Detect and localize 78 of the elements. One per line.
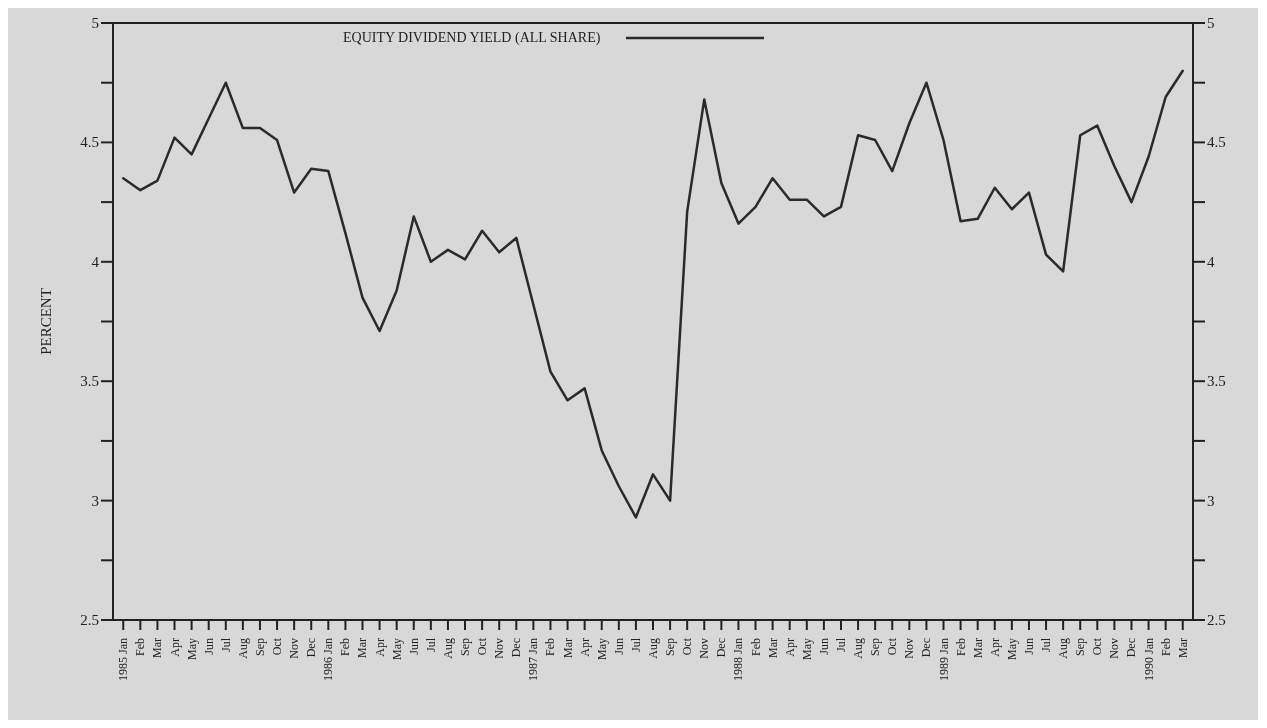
x-tick-label: Aug — [646, 638, 660, 659]
y-axis-title: PERCENT — [38, 288, 55, 355]
x-tick-label: Nov — [287, 638, 302, 659]
y2-tick-label: 4 — [1207, 253, 1215, 270]
x-tick-label: Aug — [851, 638, 866, 659]
y2-tick-label: 5 — [1207, 15, 1215, 31]
x-tick-label: Apr — [987, 638, 1002, 657]
x-tick-label: Jun — [1021, 638, 1036, 655]
x-tick-label: Oct — [475, 637, 490, 656]
x-tick-label: Mar — [970, 638, 985, 658]
x-tick-label: Oct — [270, 637, 285, 656]
x-tick-label: Jun — [406, 638, 421, 655]
x-tick-label: Feb — [543, 638, 558, 656]
x-tick-label: Dec — [919, 638, 934, 658]
x-tick-label: Jul — [628, 637, 643, 653]
x-tick-label: Mar — [150, 638, 165, 658]
x-tick-label: Nov — [492, 638, 507, 659]
x-tick-label: Jul — [1039, 637, 1054, 653]
x-tick-label: Aug — [235, 638, 250, 659]
y2-tick-label: 4.5 — [1207, 134, 1226, 151]
x-tick-label: May — [1004, 638, 1019, 660]
x-tick-label: Apr — [372, 638, 387, 657]
x-tick-label: Dec — [304, 638, 319, 658]
x-tick-label: 1990 Jan — [1141, 638, 1156, 681]
x-tick-label: Dec — [509, 638, 524, 658]
x-tick-label: Jun — [816, 638, 831, 655]
x-tick-label: Feb — [1158, 638, 1173, 656]
x-tick-label: May — [799, 638, 814, 660]
x-tick-label: May — [389, 638, 404, 660]
x-tick-label: Sep — [1073, 638, 1088, 656]
x-tick-label: Feb — [748, 638, 763, 656]
x-tick-label: Oct — [680, 637, 695, 656]
x-tick-label: Jul — [833, 637, 848, 653]
x-tick-label: Feb — [953, 638, 968, 656]
x-tick-label: Jul — [423, 637, 438, 653]
x-tick-label: Jun — [201, 638, 216, 655]
x-tick-label: Sep — [458, 638, 473, 656]
x-tick-label: Sep — [868, 638, 883, 656]
x-tick-label: 1986 Jan — [321, 638, 336, 681]
x-tick-label: Oct — [1090, 637, 1105, 656]
x-tick-label: Apr — [167, 638, 182, 657]
x-tick-label: Jun — [611, 638, 626, 655]
x-tick-label: Mar — [355, 638, 370, 658]
y-tick-label: 2.5 — [80, 612, 99, 628]
x-tick-label: Aug — [1056, 638, 1071, 659]
x-tick-label: Mar — [1175, 638, 1190, 658]
x-tick-label: 1987 Jan — [526, 638, 541, 681]
x-tick-label: Dec — [714, 638, 729, 658]
x-tick-label: 1985 Jan — [116, 638, 131, 681]
x-tick-label: Sep — [252, 638, 267, 656]
y2-tick-label: 3.5 — [1207, 373, 1226, 390]
x-tick-label: Nov — [697, 638, 712, 659]
x-tick-label: Apr — [577, 638, 592, 657]
x-tick-label: Dec — [1124, 638, 1139, 658]
y2-tick-label: 3 — [1207, 492, 1215, 509]
x-tick-label: Feb — [338, 638, 353, 656]
y-tick-label: 3.5 — [80, 373, 99, 390]
x-tick-label: Apr — [782, 638, 797, 657]
x-tick-label: Oct — [885, 637, 900, 656]
y-tick-label: 4.5 — [80, 134, 99, 151]
x-tick-label: 1988 Jan — [731, 638, 746, 681]
x-tick-label: Mar — [765, 638, 780, 658]
y-tick-label: 5 — [91, 15, 99, 31]
x-tick-label: Mar — [560, 638, 575, 658]
y2-tick-label: 2.5 — [1207, 612, 1226, 628]
x-tick-label: Nov — [902, 638, 917, 659]
y-tick-label: 4 — [91, 253, 100, 270]
x-tick-label: Jul — [218, 637, 233, 653]
x-tick-label: May — [184, 638, 199, 660]
x-tick-label: 1989 Jan — [936, 638, 951, 681]
line-series — [122, 69, 1184, 519]
y-tick-label: 3 — [91, 492, 99, 509]
x-tick-label: May — [594, 638, 609, 660]
x-tick-label: Aug — [440, 638, 455, 659]
x-tick-label: Sep — [663, 638, 678, 656]
text: EQUITY DIVIDEND YIELD (ALL SHARE) — [343, 30, 601, 46]
x-tick-label: Feb — [133, 638, 148, 656]
x-tick-label: Nov — [1107, 638, 1122, 659]
